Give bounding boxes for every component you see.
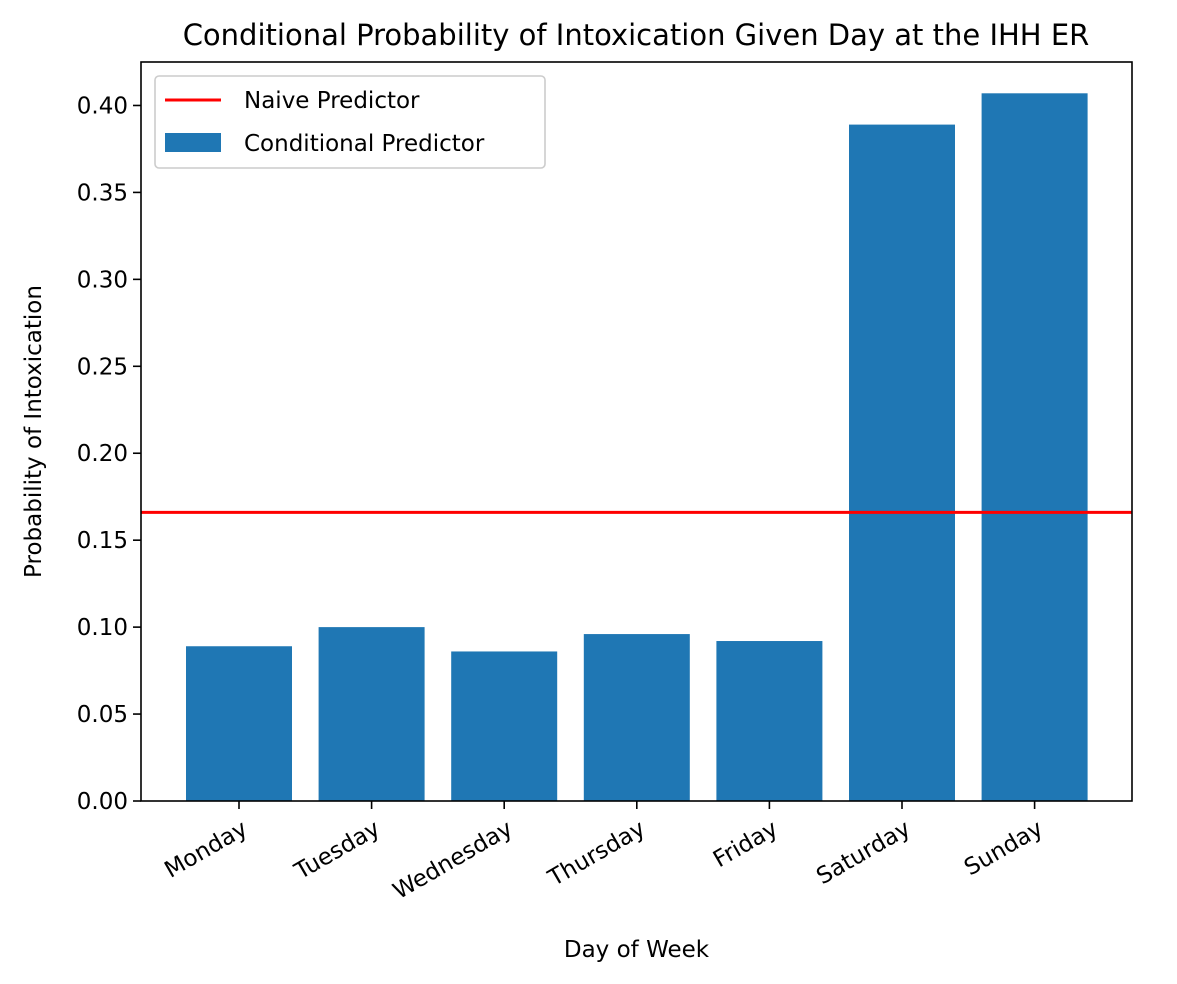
x-axis: Monday Tuesday Wednesday Thursday Friday Satu… — [160, 801, 1048, 905]
y-tick-label: 0.35 — [77, 180, 128, 206]
legend: Naive Predictor Conditional Predictor — [154, 75, 546, 169]
x-tick-label-sunday: Sunday — [960, 816, 1048, 882]
y-tick-label: 0.10 — [77, 615, 128, 641]
bar-saturday — [849, 124, 955, 801]
chart-title: Conditional Probability of Intoxication … — [183, 18, 1090, 52]
y-tick-label: 0.00 — [77, 789, 128, 815]
x-tick-label-thursday: Thursday — [543, 816, 649, 892]
y-tick-label: 0.30 — [77, 267, 128, 293]
legend-swatch-conditional-predictor — [165, 133, 221, 152]
legend-label-naive-predictor: Naive Predictor — [244, 88, 420, 114]
y-tick-label: 0.05 — [77, 702, 128, 728]
bar-wednesday — [451, 651, 558, 801]
x-tick-label-monday: Monday — [160, 816, 252, 884]
legend-label-conditional-predictor: Conditional Predictor — [244, 131, 485, 157]
y-axis: 0.00 0.05 0.10 0.15 0.20 0.25 0.30 0.35 0.40 — [77, 93, 141, 815]
x-tick-label-wednesday: Wednesday — [389, 816, 517, 905]
x-tick-label-friday: Friday — [709, 816, 782, 873]
x-tick-label-saturday: Saturday — [812, 816, 915, 890]
y-tick-label: 0.20 — [77, 441, 128, 467]
y-tick-label: 0.40 — [77, 93, 128, 119]
x-axis-label: Day of Week — [564, 937, 710, 963]
bar-friday — [716, 641, 823, 801]
legend-box — [154, 75, 546, 169]
y-axis-label: Probability of Intoxication — [21, 285, 47, 578]
bar-monday — [186, 646, 292, 801]
x-tick-label-tuesday: Tuesday — [290, 816, 385, 886]
bar-tuesday — [318, 627, 425, 801]
y-tick-label: 0.25 — [77, 354, 128, 380]
bar-sunday — [981, 93, 1088, 801]
bars-group — [186, 93, 1088, 801]
y-tick-label: 0.15 — [77, 528, 128, 554]
bar-thursday — [583, 634, 690, 801]
